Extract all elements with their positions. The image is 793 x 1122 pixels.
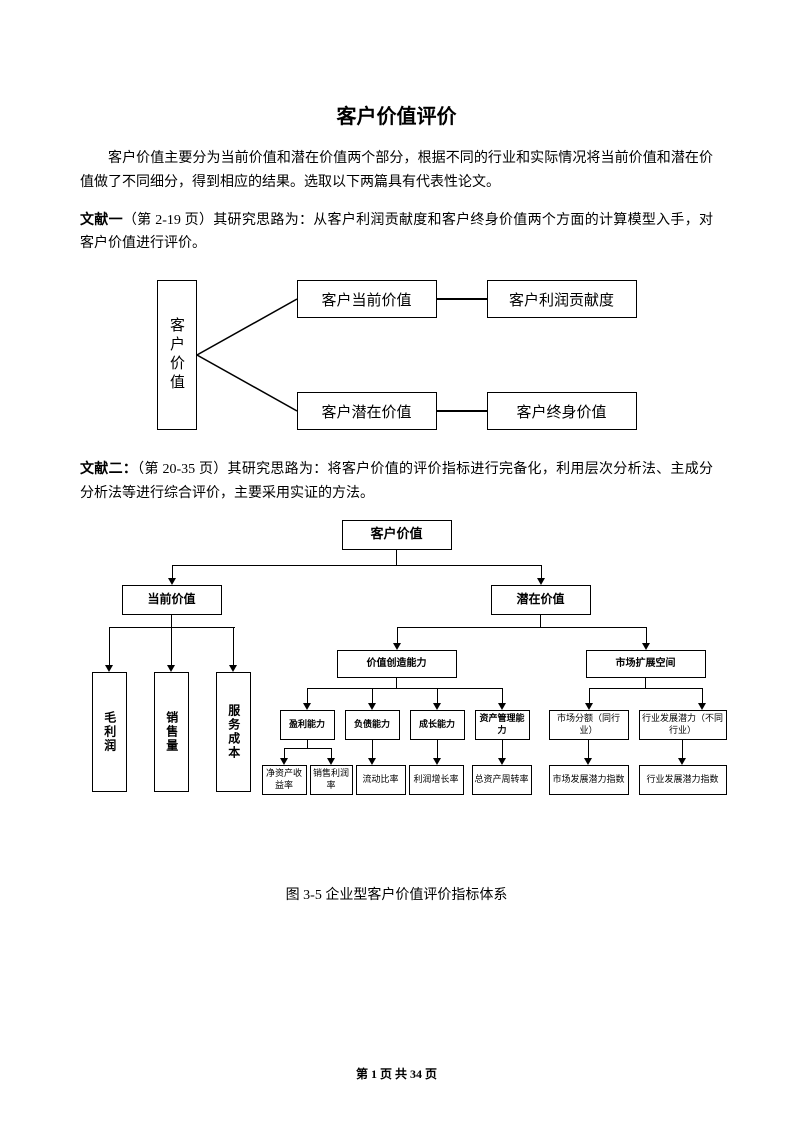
d2-cur-leaf2: 销售量 (154, 672, 189, 792)
lit1-label: 文献一 (80, 213, 123, 228)
d2-b1a (307, 740, 309, 748)
d2-cur-leaf1: 毛利润 (92, 672, 127, 792)
lit1-text: （第 2-19 页）其研究思路为：从客户利润贡献度和客户终身价值两个方面的计算模… (80, 213, 713, 252)
d2-ar-c3 (433, 703, 441, 710)
d2-ar-c1 (303, 703, 311, 710)
d2-ar-b (167, 665, 175, 672)
d2-ar-bt5 (498, 758, 506, 765)
d2-ar-bt2 (327, 758, 335, 765)
d2-bottom4: 利润增长率 (409, 765, 464, 795)
d2-b5 (588, 740, 590, 760)
d1-node-lifetime: 客户终身价值 (487, 392, 637, 430)
d2-c8 (540, 615, 542, 627)
diagram2-caption: 图 3-5 企业型客户价值评价指标体系 (87, 884, 707, 904)
d2-b4 (502, 740, 504, 760)
d2-cur-leaf2-text: 销售量 (163, 711, 179, 753)
d2-c12 (307, 688, 503, 690)
d2-c1 (396, 550, 398, 565)
d2-bottom1: 净资产收益率 (262, 765, 307, 795)
d1-node-potential: 客户潜在价值 (297, 392, 437, 430)
lit2-label: 文献二： (80, 462, 137, 477)
d2-bottom2: 销售利润率 (310, 765, 353, 795)
d2-l1-current: 当前价值 (122, 585, 222, 615)
d2-l1-potential: 潜在价值 (491, 585, 591, 615)
d2-c9 (397, 627, 647, 629)
d2-cur-leaf3-text: 服务成本 (225, 704, 241, 760)
d2-p1: 价值创造能力 (337, 650, 457, 678)
d2-ar-bt1 (280, 758, 288, 765)
diagram1: 客户价值 客户当前价值 客户利润贡献度 客户潜在价值 客户终身价值 (137, 270, 657, 440)
d1-connector-svg (197, 270, 297, 440)
d2-ar-m2 (698, 703, 706, 710)
d2-p1c3: 成长能力 (410, 710, 465, 740)
d2-b2 (372, 740, 374, 760)
d1-node-profit: 客户利润贡献度 (487, 280, 637, 318)
page-footer: 第 1 页 共 34 页 (0, 1065, 793, 1082)
d2-bottom7: 行业发展潜力指数 (639, 765, 727, 795)
d2-ar-bt3 (368, 758, 376, 765)
d2-bottom5: 总资产周转率 (472, 765, 532, 795)
d2-b6 (682, 740, 684, 760)
d2-p1c4: 资产管理能力 (475, 710, 530, 740)
d2-p2c1: 市场分额（同行业） (549, 710, 629, 740)
d2-c7c (233, 627, 235, 667)
d1-line2 (437, 410, 487, 412)
d2-p1c1: 盈利能力 (280, 710, 335, 740)
d2-p1c2: 负债能力 (345, 710, 400, 740)
d2-ar-bt6 (584, 758, 592, 765)
lit2-paragraph: 文献二：（第 20-35 页）其研究思路为：将客户价值的评价指标进行完备化，利用… (80, 458, 713, 506)
d2-c11 (396, 678, 398, 688)
d2-ar-m1 (585, 703, 593, 710)
lit1-paragraph: 文献一（第 2-19 页）其研究思路为：从客户利润贡献度和客户终身价值两个方面的… (80, 209, 713, 257)
d2-ar-c2 (368, 703, 376, 710)
d2-c2 (172, 565, 542, 567)
diagram2: 客户价值 当前价值 潜在价值 毛利润 销售量 服务成本 价值创造能力 市场 (87, 520, 707, 870)
d2-arrow1 (168, 578, 176, 585)
d2-cur-leaf1-text: 毛利润 (101, 711, 117, 753)
d2-c15 (589, 688, 703, 690)
d2-ar-c4 (498, 703, 506, 710)
d2-c7a (109, 627, 111, 667)
d2-ar-p2 (642, 643, 650, 650)
d2-root: 客户价值 (342, 520, 452, 550)
d2-cur-leaf3: 服务成本 (216, 672, 251, 792)
d2-c14 (645, 678, 647, 688)
d2-c7b (171, 627, 173, 667)
d2-b1b (284, 748, 332, 750)
intro-paragraph: 客户价值主要分为当前价值和潜在价值两个部分，根据不同的行业和实际情况将当前价值和… (80, 147, 713, 195)
d2-ar-p1 (393, 643, 401, 650)
d2-ar-bt7 (678, 758, 686, 765)
d2-arrow2 (537, 578, 545, 585)
d1-node-current: 客户当前价值 (297, 280, 437, 318)
d2-bottom3: 流动比率 (356, 765, 406, 795)
lit2-text: （第 20-35 页）其研究思路为：将客户价值的评价指标进行完备化，利用层次分析… (80, 462, 713, 501)
d1-line1 (437, 298, 487, 300)
d2-bottom6: 市场发展潜力指数 (549, 765, 629, 795)
d1-root: 客户价值 (157, 280, 197, 430)
d2-ar-c (229, 665, 237, 672)
page-title: 客户价值评价 (80, 100, 713, 129)
d2-c5 (171, 615, 173, 627)
d2-ar-bt4 (433, 758, 441, 765)
d2-b3 (437, 740, 439, 760)
d2-p2c2: 行业发展潜力（不同行业） (639, 710, 727, 740)
d2-ar-a (105, 665, 113, 672)
d2-p2: 市场扩展空间 (586, 650, 706, 678)
